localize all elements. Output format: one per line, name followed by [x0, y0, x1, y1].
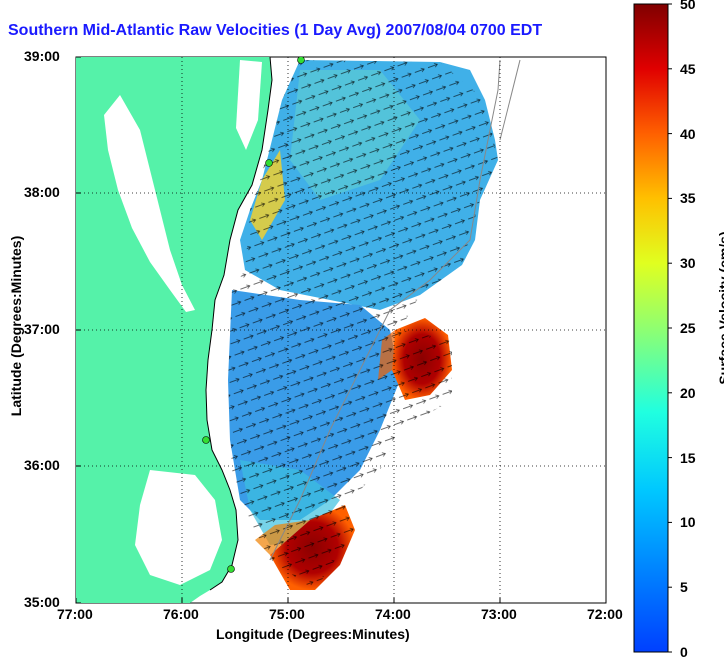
colorbar-tick-label: 15	[680, 450, 696, 466]
y-axis-label: Latitude (Degrees:Minutes)	[8, 235, 24, 417]
colorbar-tick-label: 35	[680, 190, 696, 206]
colorbar-tick-label: 30	[680, 255, 696, 271]
y-tick-label: 39:00	[24, 48, 60, 64]
colorbar	[633, 3, 669, 653]
x-tick-label: 77:00	[57, 606, 93, 622]
x-tick-label: 76:00	[163, 606, 199, 622]
colorbar-tick-label: 45	[680, 61, 696, 77]
colorbar-tick-label: 10	[680, 514, 696, 530]
colorbar-tick-label: 50	[680, 0, 696, 12]
colorbar-tick-label: 20	[680, 385, 696, 401]
y-tick-label: 35:00	[24, 594, 60, 610]
station-marker	[265, 159, 273, 167]
colorbar-tick-label: 25	[680, 320, 696, 336]
y-tick-label: 38:00	[24, 184, 60, 200]
x-axis-label: Longitude (Degrees:Minutes)	[216, 626, 410, 642]
map-title: Southern Mid-Atlantic Raw Velocities (1 …	[8, 22, 543, 39]
pamlico-sound	[135, 470, 222, 585]
chesapeake-bay	[104, 95, 195, 312]
x-tick-label: 72:00	[587, 606, 623, 622]
x-tick-label: 73:00	[481, 606, 517, 622]
y-tick-label: 36:00	[24, 457, 60, 473]
x-tick-label: 74:00	[375, 606, 411, 622]
colorbar-tick-label: 40	[680, 126, 696, 142]
station-marker	[297, 57, 305, 64]
colorbar-tick-label: 5	[680, 579, 688, 595]
x-tick-label: 75:00	[269, 606, 305, 622]
station-marker	[202, 436, 210, 444]
colorbar-tick-label: 0	[680, 644, 688, 660]
station-marker	[227, 565, 235, 573]
delaware-bay	[236, 60, 262, 150]
colorbar-label: Surface Velocity (cm/s)	[716, 231, 724, 385]
y-tick-label: 37:00	[24, 321, 60, 337]
